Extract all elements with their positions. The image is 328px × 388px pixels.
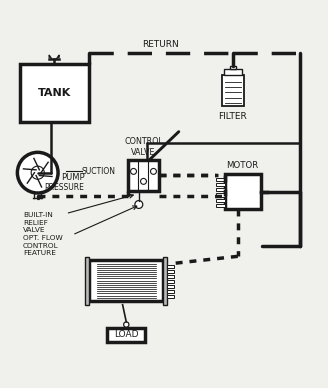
Text: PRESSURE: PRESSURE — [44, 183, 84, 192]
Bar — [167, 285, 174, 288]
Bar — [167, 290, 174, 293]
Bar — [89, 260, 163, 301]
Text: MOTOR: MOTOR — [227, 161, 259, 170]
Circle shape — [131, 168, 136, 174]
Bar — [216, 204, 225, 207]
Text: SUCTION: SUCTION — [82, 166, 116, 175]
Circle shape — [124, 322, 129, 327]
Bar — [167, 275, 174, 278]
Bar — [163, 257, 167, 305]
Circle shape — [135, 201, 143, 208]
Text: FILTER: FILTER — [218, 112, 247, 121]
Bar — [216, 188, 225, 191]
Text: RETURN: RETURN — [142, 40, 179, 49]
Bar — [222, 75, 243, 106]
Bar — [216, 178, 225, 181]
Text: CONTROL
VALVE: CONTROL VALVE — [124, 137, 163, 157]
Bar — [167, 295, 174, 298]
Bar — [108, 328, 145, 341]
Bar — [224, 69, 242, 75]
Bar — [216, 193, 225, 197]
Bar — [128, 159, 159, 191]
Circle shape — [151, 168, 156, 174]
Bar — [85, 257, 89, 305]
Circle shape — [31, 166, 44, 179]
Text: TANK: TANK — [37, 88, 71, 98]
Bar — [216, 199, 225, 202]
Circle shape — [17, 152, 58, 193]
Bar — [225, 174, 261, 209]
Text: BUILT-IN
RELIEF
VALVE: BUILT-IN RELIEF VALVE — [23, 212, 53, 233]
Bar — [216, 183, 225, 186]
Text: PUMP: PUMP — [61, 173, 85, 182]
Bar — [20, 64, 89, 122]
Bar — [167, 280, 174, 283]
Text: LOAD: LOAD — [114, 330, 138, 339]
Circle shape — [141, 178, 146, 184]
Bar — [167, 270, 174, 274]
Text: OPT. FLOW
CONTROL
FEATURE: OPT. FLOW CONTROL FEATURE — [23, 235, 63, 256]
Bar — [230, 66, 236, 69]
Bar — [167, 265, 174, 268]
